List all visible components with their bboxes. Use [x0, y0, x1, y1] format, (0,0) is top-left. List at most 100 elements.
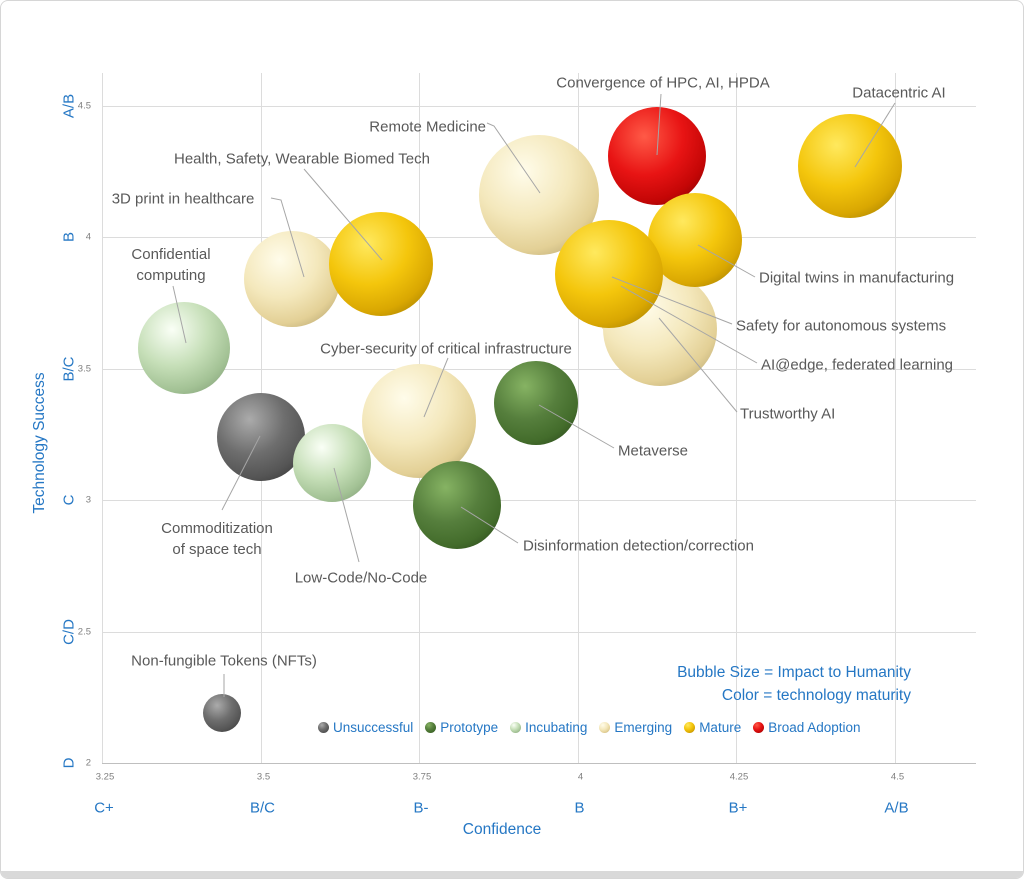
y-grade-B: B — [60, 232, 78, 243]
y-grade-A/B: A/B — [60, 93, 78, 119]
legend-marker-icon — [425, 722, 437, 733]
gridline-y-3 — [102, 500, 976, 502]
label-line: AI@edge, federated learning — [761, 356, 954, 374]
legend-item-incubating[interactable]: Incubating — [510, 720, 587, 735]
label-line: Disinformation detection/correction — [523, 537, 754, 555]
label-metaverse: Metaverse — [618, 441, 688, 462]
bubble-health-safety-wearable-biomed[interactable] — [328, 211, 433, 316]
note-bubble-size: Bubble Size = Impact to Humanity — [677, 664, 911, 681]
y-tick-3: 3 — [85, 494, 91, 506]
label-ai-at-edge-federated-learning: AI@edge, federated learning — [761, 355, 953, 376]
label-non-fungible-tokens: Non-fungible Tokens (NFTs) — [131, 651, 317, 672]
label-line: Digital twins in manufacturing — [759, 269, 955, 287]
label-line: Non-fungible Tokens (NFTs) — [131, 652, 317, 670]
bubble-convergence-hpc-ai-hpda[interactable] — [607, 106, 706, 205]
x-tick-4: 4 — [577, 771, 584, 783]
legend-item-prototype[interactable]: Prototype — [425, 720, 498, 735]
legend-item-emerging[interactable]: Emerging — [599, 720, 672, 735]
label-line: Low-Code/No-Code — [294, 569, 428, 587]
legend-label: Prototype — [440, 720, 499, 735]
bubble-confidential-computing[interactable] — [138, 301, 231, 394]
x-grade-B+: B+ — [728, 799, 748, 817]
y-grade-D: D — [60, 757, 78, 769]
note-color: Color = technology maturity — [721, 687, 911, 704]
x-grade-B-: B- — [413, 799, 429, 817]
bubble-low-code-no-code[interactable] — [293, 424, 372, 503]
legend-label: Mature — [699, 720, 742, 735]
bubble-disinformation-detection-correction[interactable] — [413, 461, 502, 550]
legend-item-broad-adoption[interactable]: Broad Adoption — [753, 720, 861, 735]
label-commoditization-of-space-tech: Commoditization of space tech — [161, 518, 273, 560]
gridline-x-4.5 — [894, 73, 896, 763]
legend-label: Incubating — [525, 720, 588, 735]
bubble-non-fungible-tokens[interactable] — [203, 694, 242, 733]
label-line: Convergence of HPC, AI, HPDA — [556, 74, 770, 92]
label-line: Health, Safety, Wearable Biomed Tech — [174, 150, 430, 168]
label-line: Trustworthy AI — [740, 405, 836, 423]
label-datacentric-ai: Datacentric AI — [852, 83, 945, 104]
x-grade-A/B: A/B — [884, 799, 909, 817]
y-grade-C/D: C/D — [60, 618, 78, 645]
label-line: computing — [136, 267, 206, 284]
y-tick-4.5: 4.5 — [77, 100, 91, 112]
bubble-cyber-security-critical-infrastructure[interactable] — [362, 364, 476, 479]
legend-marker-icon — [599, 722, 611, 733]
y-axis-title: Technology Success — [31, 372, 48, 514]
label-line: Safety for autonomous systems — [736, 317, 947, 335]
legend-label: Broad Adoption — [768, 720, 861, 735]
y-tick-4: 4 — [85, 231, 91, 243]
label-low-code-no-code: Low-Code/No-Code — [295, 568, 428, 589]
bubble-commoditization-of-space-tech[interactable] — [216, 393, 305, 482]
maturity-legend: Unsuccessful Prototype Incubating Emerging M… — [318, 720, 861, 735]
gridline-y-4.5 — [102, 106, 976, 107]
gridline-x-4.25 — [736, 73, 737, 763]
legend-marker-icon — [753, 722, 765, 733]
label-3d-print-in-healthcare: 3D print in healthcare — [112, 189, 255, 210]
label-line: of space tech — [172, 541, 262, 558]
x-axis-title: Confidence — [462, 821, 542, 838]
x-tick-3.5: 3.5 — [256, 771, 271, 783]
bubble-safety-for-autonomous-systems[interactable] — [555, 220, 664, 329]
label-convergence-hpc-ai-hpda: Convergence of HPC, AI, HPDA — [556, 73, 769, 94]
gridline-y-2 — [102, 763, 976, 764]
x-tick-3.75: 3.75 — [412, 771, 432, 783]
label-safety-for-autonomous-systems: Safety for autonomous systems — [736, 316, 946, 337]
x-grade-C+: C+ — [94, 799, 114, 817]
legend-marker-icon — [684, 722, 696, 733]
label-line: 3D print in healthcare — [111, 190, 255, 208]
label-digital-twins-in-manufacturing: Digital twins in manufacturing — [759, 268, 954, 289]
label-cyber-security-critical-infrastructure: Cyber-security of critical infrastructur… — [320, 339, 572, 360]
x-tick-3.25: 3.25 — [95, 771, 115, 783]
gridline-y-2.5 — [102, 631, 976, 633]
bubble-metaverse[interactable] — [494, 360, 579, 445]
y-tick-3.5: 3.5 — [77, 363, 91, 375]
x-grade-B: B — [574, 799, 585, 817]
legend-label: Unsuccessful — [333, 720, 414, 735]
label-remote-medicine: Remote Medicine — [369, 117, 486, 138]
label-line: Confidential — [131, 246, 211, 263]
legend-item-unsuccessful[interactable]: Unsuccessful — [318, 720, 413, 735]
x-tick-4.5: 4.5 — [890, 771, 905, 783]
x-grade-B/C: B/C — [249, 799, 276, 817]
label-line: Cyber-security of critical infrastructur… — [320, 340, 572, 358]
y-tick-2: 2 — [85, 757, 91, 769]
y-tick-2.5: 2.5 — [77, 626, 91, 638]
y-grade-C: C — [60, 494, 78, 506]
label-line: Commoditization — [161, 520, 273, 537]
label-disinformation-detection-correction: Disinformation detection/correction — [523, 536, 754, 557]
bubble-datacentric-ai[interactable] — [798, 114, 903, 219]
legend-item-mature[interactable]: Mature — [684, 720, 741, 735]
label-confidential-computing: Confidential computing — [131, 244, 210, 286]
label-line: Datacentric AI — [852, 84, 946, 102]
label-line: Metaverse — [618, 442, 689, 460]
y-grade-B/C: B/C — [60, 356, 78, 382]
chart-notes: Bubble Size = Impact to Humanity Color =… — [677, 661, 911, 707]
gridline-x-3.25 — [102, 73, 103, 763]
legend-marker-icon — [318, 722, 329, 733]
window-bottom-edge — [1, 871, 1023, 878]
label-trustworthy-ai: Trustworthy AI — [740, 404, 835, 425]
legend-marker-icon — [510, 722, 522, 733]
legend-label: Emerging — [614, 720, 673, 735]
bubble-3d-print-in-healthcare[interactable] — [244, 231, 341, 328]
